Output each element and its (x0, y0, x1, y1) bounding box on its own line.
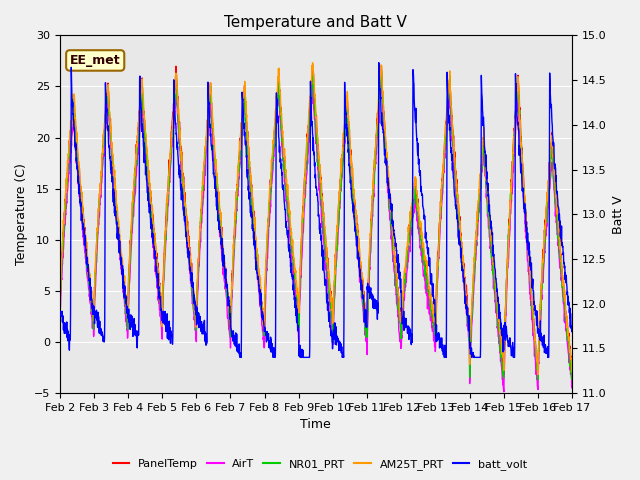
Title: Temperature and Batt V: Temperature and Batt V (225, 15, 407, 30)
X-axis label: Time: Time (300, 419, 331, 432)
Y-axis label: Batt V: Batt V (612, 195, 625, 234)
Y-axis label: Temperature (C): Temperature (C) (15, 163, 28, 265)
Legend: PanelTemp, AirT, NR01_PRT, AM25T_PRT, batt_volt: PanelTemp, AirT, NR01_PRT, AM25T_PRT, ba… (108, 455, 532, 474)
Text: EE_met: EE_met (70, 54, 120, 67)
